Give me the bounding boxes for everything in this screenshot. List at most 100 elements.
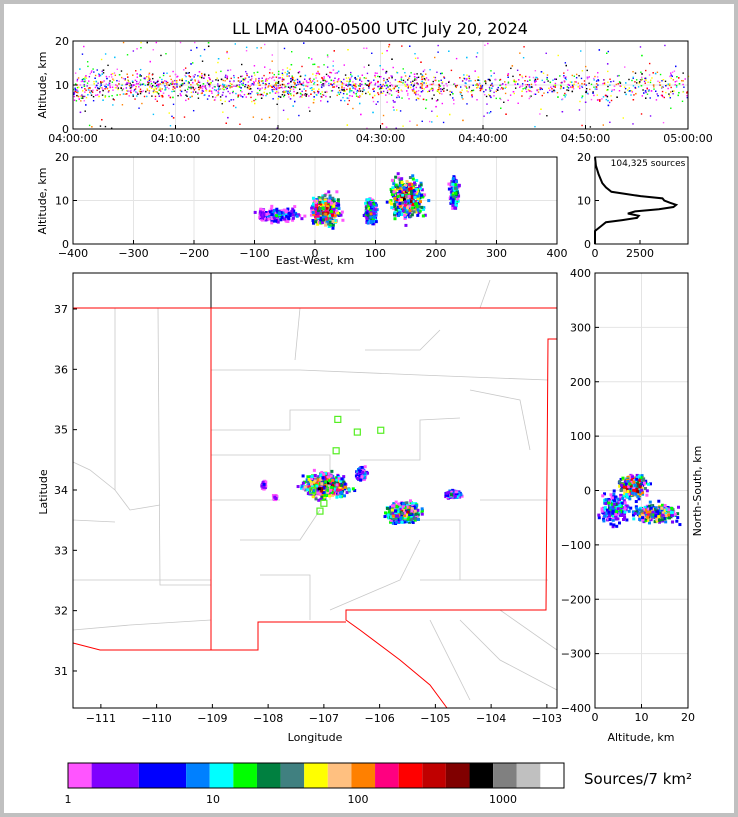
source-point xyxy=(643,92,645,94)
density-cell xyxy=(269,215,273,219)
source-point xyxy=(263,74,265,77)
density-cell xyxy=(274,219,278,223)
source-point xyxy=(607,104,610,107)
source-point xyxy=(422,70,425,73)
source-point xyxy=(617,83,619,85)
source-point xyxy=(135,91,137,93)
source-point xyxy=(174,87,176,89)
source-point xyxy=(421,75,424,77)
source-point xyxy=(390,94,393,96)
source-point xyxy=(313,96,315,98)
source-point xyxy=(226,50,228,53)
source-point xyxy=(288,96,290,98)
source-point xyxy=(589,126,592,128)
source-point xyxy=(83,100,85,102)
source-point xyxy=(267,77,270,80)
x-tick-label: 200 xyxy=(426,247,447,260)
density-cell xyxy=(317,475,321,479)
source-point xyxy=(412,85,415,88)
source-point xyxy=(301,96,303,98)
source-point xyxy=(446,85,448,87)
source-point xyxy=(489,95,492,98)
source-point xyxy=(499,78,502,81)
source-point xyxy=(130,84,132,86)
source-point xyxy=(224,100,226,103)
source-point xyxy=(116,68,118,70)
source-point xyxy=(638,82,640,84)
source-point xyxy=(596,99,599,101)
density-cell xyxy=(409,200,413,204)
source-point xyxy=(565,64,567,67)
source-point xyxy=(530,86,533,88)
source-point xyxy=(382,90,385,93)
source-point xyxy=(292,105,294,107)
source-point xyxy=(80,97,83,99)
source-point xyxy=(168,94,170,97)
source-point xyxy=(491,83,493,85)
source-point xyxy=(93,80,95,83)
source-point xyxy=(111,86,114,88)
source-point xyxy=(207,42,210,44)
density-cell xyxy=(367,204,371,208)
source-point xyxy=(650,90,653,92)
density-cell xyxy=(291,218,295,222)
source-point xyxy=(164,87,167,89)
source-point xyxy=(357,96,360,98)
source-point xyxy=(639,46,642,48)
density-cell xyxy=(365,206,369,210)
source-point xyxy=(539,113,541,115)
source-point xyxy=(196,46,198,49)
source-point xyxy=(352,81,354,83)
source-point xyxy=(377,85,379,88)
source-point xyxy=(279,86,281,89)
source-point xyxy=(156,84,158,87)
source-point xyxy=(429,68,431,71)
source-point xyxy=(682,83,684,86)
density-cell xyxy=(414,187,418,191)
density-cell xyxy=(287,211,291,215)
source-point xyxy=(388,88,390,90)
density-cell xyxy=(419,183,423,187)
source-point xyxy=(507,81,510,83)
source-point xyxy=(664,80,667,83)
source-point xyxy=(368,64,370,66)
source-point xyxy=(112,98,115,100)
source-point xyxy=(357,75,359,77)
source-point xyxy=(528,97,530,100)
source-point xyxy=(313,83,315,85)
source-point xyxy=(318,88,320,90)
source-point xyxy=(625,93,627,96)
source-point xyxy=(436,115,438,117)
source-point xyxy=(158,83,160,85)
density-cell xyxy=(371,222,375,226)
source-point xyxy=(632,85,635,87)
source-point xyxy=(196,83,198,85)
source-point xyxy=(524,87,526,89)
density-cell xyxy=(323,198,327,202)
source-point xyxy=(171,81,173,83)
source-point xyxy=(184,74,186,77)
density-cell xyxy=(270,221,274,225)
source-point xyxy=(225,74,227,76)
density-cell xyxy=(418,184,422,188)
source-point xyxy=(83,83,85,86)
density-cell xyxy=(369,215,373,219)
density-cell xyxy=(369,210,373,214)
source-point xyxy=(371,52,373,54)
source-point xyxy=(83,85,86,87)
source-point xyxy=(120,76,123,79)
source-point xyxy=(514,83,516,86)
density-cell xyxy=(271,209,275,213)
source-point xyxy=(202,85,204,87)
source-point xyxy=(519,52,521,54)
source-point xyxy=(174,79,176,82)
density-cell xyxy=(291,216,295,220)
source-point xyxy=(230,77,232,80)
source-point xyxy=(257,84,260,86)
source-point xyxy=(440,88,442,90)
density-cell xyxy=(416,208,420,212)
source-point xyxy=(183,82,186,84)
source-point xyxy=(277,91,280,94)
source-point xyxy=(161,94,164,97)
density-cell xyxy=(312,205,316,209)
